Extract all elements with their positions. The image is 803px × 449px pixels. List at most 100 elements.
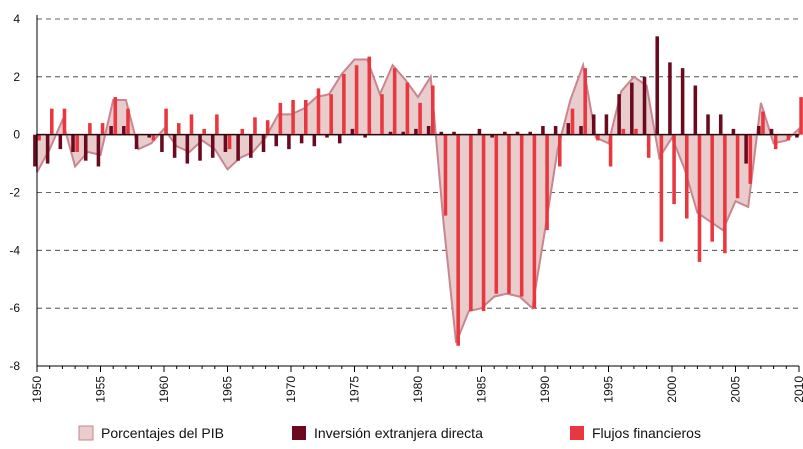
bar <box>583 68 587 135</box>
y-tick-label: -4 <box>9 243 20 257</box>
bar <box>570 108 575 135</box>
bar <box>83 134 88 161</box>
bar <box>160 134 164 153</box>
bar <box>761 111 765 135</box>
bar <box>773 134 778 150</box>
bar <box>426 125 431 135</box>
bar <box>75 134 79 153</box>
bar <box>223 134 228 153</box>
bar <box>58 134 63 150</box>
x-tick-label: 1960 <box>157 376 171 403</box>
bar <box>494 134 499 294</box>
x-tick-label: 2005 <box>729 376 743 403</box>
y-tick-label: -8 <box>9 359 20 373</box>
bar <box>706 114 710 135</box>
bar <box>62 108 67 135</box>
x-tick-label: 1975 <box>348 376 362 403</box>
bar <box>240 128 245 135</box>
bar <box>37 134 41 141</box>
bar <box>685 134 689 219</box>
legend-label: Flujos financieros <box>592 425 701 441</box>
bar <box>718 114 723 135</box>
bar <box>723 134 727 254</box>
bar <box>236 134 240 161</box>
bar <box>126 108 130 135</box>
bar <box>274 134 278 147</box>
bar <box>443 134 448 216</box>
bar <box>380 94 384 135</box>
bar <box>265 120 270 135</box>
bar <box>469 134 473 312</box>
x-tick-label: 1965 <box>221 376 235 403</box>
bar <box>291 99 295 135</box>
bar <box>287 134 291 150</box>
bar <box>477 128 482 135</box>
bar <box>392 68 397 135</box>
legend-item: Inversión extranjera directa <box>292 425 483 441</box>
bar <box>608 134 613 167</box>
bar <box>50 108 54 135</box>
bar <box>227 134 232 150</box>
x-tick-label: 1950 <box>30 376 44 403</box>
bar <box>189 114 194 135</box>
bar <box>668 62 672 135</box>
legend-label: Porcentajes del PIB <box>101 425 224 441</box>
bar <box>151 134 156 141</box>
bar <box>672 134 676 205</box>
bar <box>405 82 410 135</box>
bar <box>312 134 317 147</box>
bar <box>202 128 206 135</box>
bar <box>164 108 168 135</box>
bar <box>786 134 791 141</box>
bar <box>452 131 456 135</box>
bar <box>177 123 181 135</box>
bar <box>507 134 511 294</box>
bar <box>109 125 113 135</box>
legend-item: Flujos financieros <box>570 425 701 441</box>
bar <box>604 114 609 135</box>
bar <box>33 134 37 167</box>
bar <box>342 73 346 135</box>
bar <box>363 134 367 138</box>
bar <box>71 134 75 153</box>
bar <box>795 134 799 138</box>
x-tick-label: 1955 <box>94 376 108 403</box>
bar <box>210 134 215 158</box>
bar <box>418 102 422 135</box>
y-tick-label: 0 <box>13 128 20 142</box>
bar <box>634 128 638 135</box>
bar <box>261 134 266 153</box>
bar <box>388 131 393 135</box>
bar <box>748 134 753 184</box>
bar <box>304 99 308 135</box>
bar <box>100 123 105 135</box>
bar <box>401 131 405 135</box>
bar <box>172 134 177 158</box>
bar <box>431 85 435 135</box>
bar <box>96 134 101 167</box>
x-tick-label: 1990 <box>538 376 552 403</box>
bar <box>185 134 190 164</box>
bar <box>481 134 486 312</box>
bar <box>515 131 520 135</box>
x-tick-label: 1970 <box>284 376 298 403</box>
bar <box>519 134 524 297</box>
legend-swatch <box>292 426 306 440</box>
bar <box>621 128 626 135</box>
y-tick-label: -6 <box>9 301 20 315</box>
bar <box>680 68 685 135</box>
area <box>36 58 800 344</box>
bar <box>278 102 283 135</box>
bar <box>45 134 50 164</box>
bar <box>566 123 571 135</box>
bar <box>617 94 621 135</box>
bar <box>553 125 558 135</box>
bar <box>545 134 549 231</box>
bar <box>299 134 304 144</box>
bar <box>367 56 372 135</box>
bar <box>147 134 151 138</box>
bar <box>198 134 202 161</box>
y-tick-label: 2 <box>13 70 20 84</box>
legend-swatch <box>570 426 584 440</box>
